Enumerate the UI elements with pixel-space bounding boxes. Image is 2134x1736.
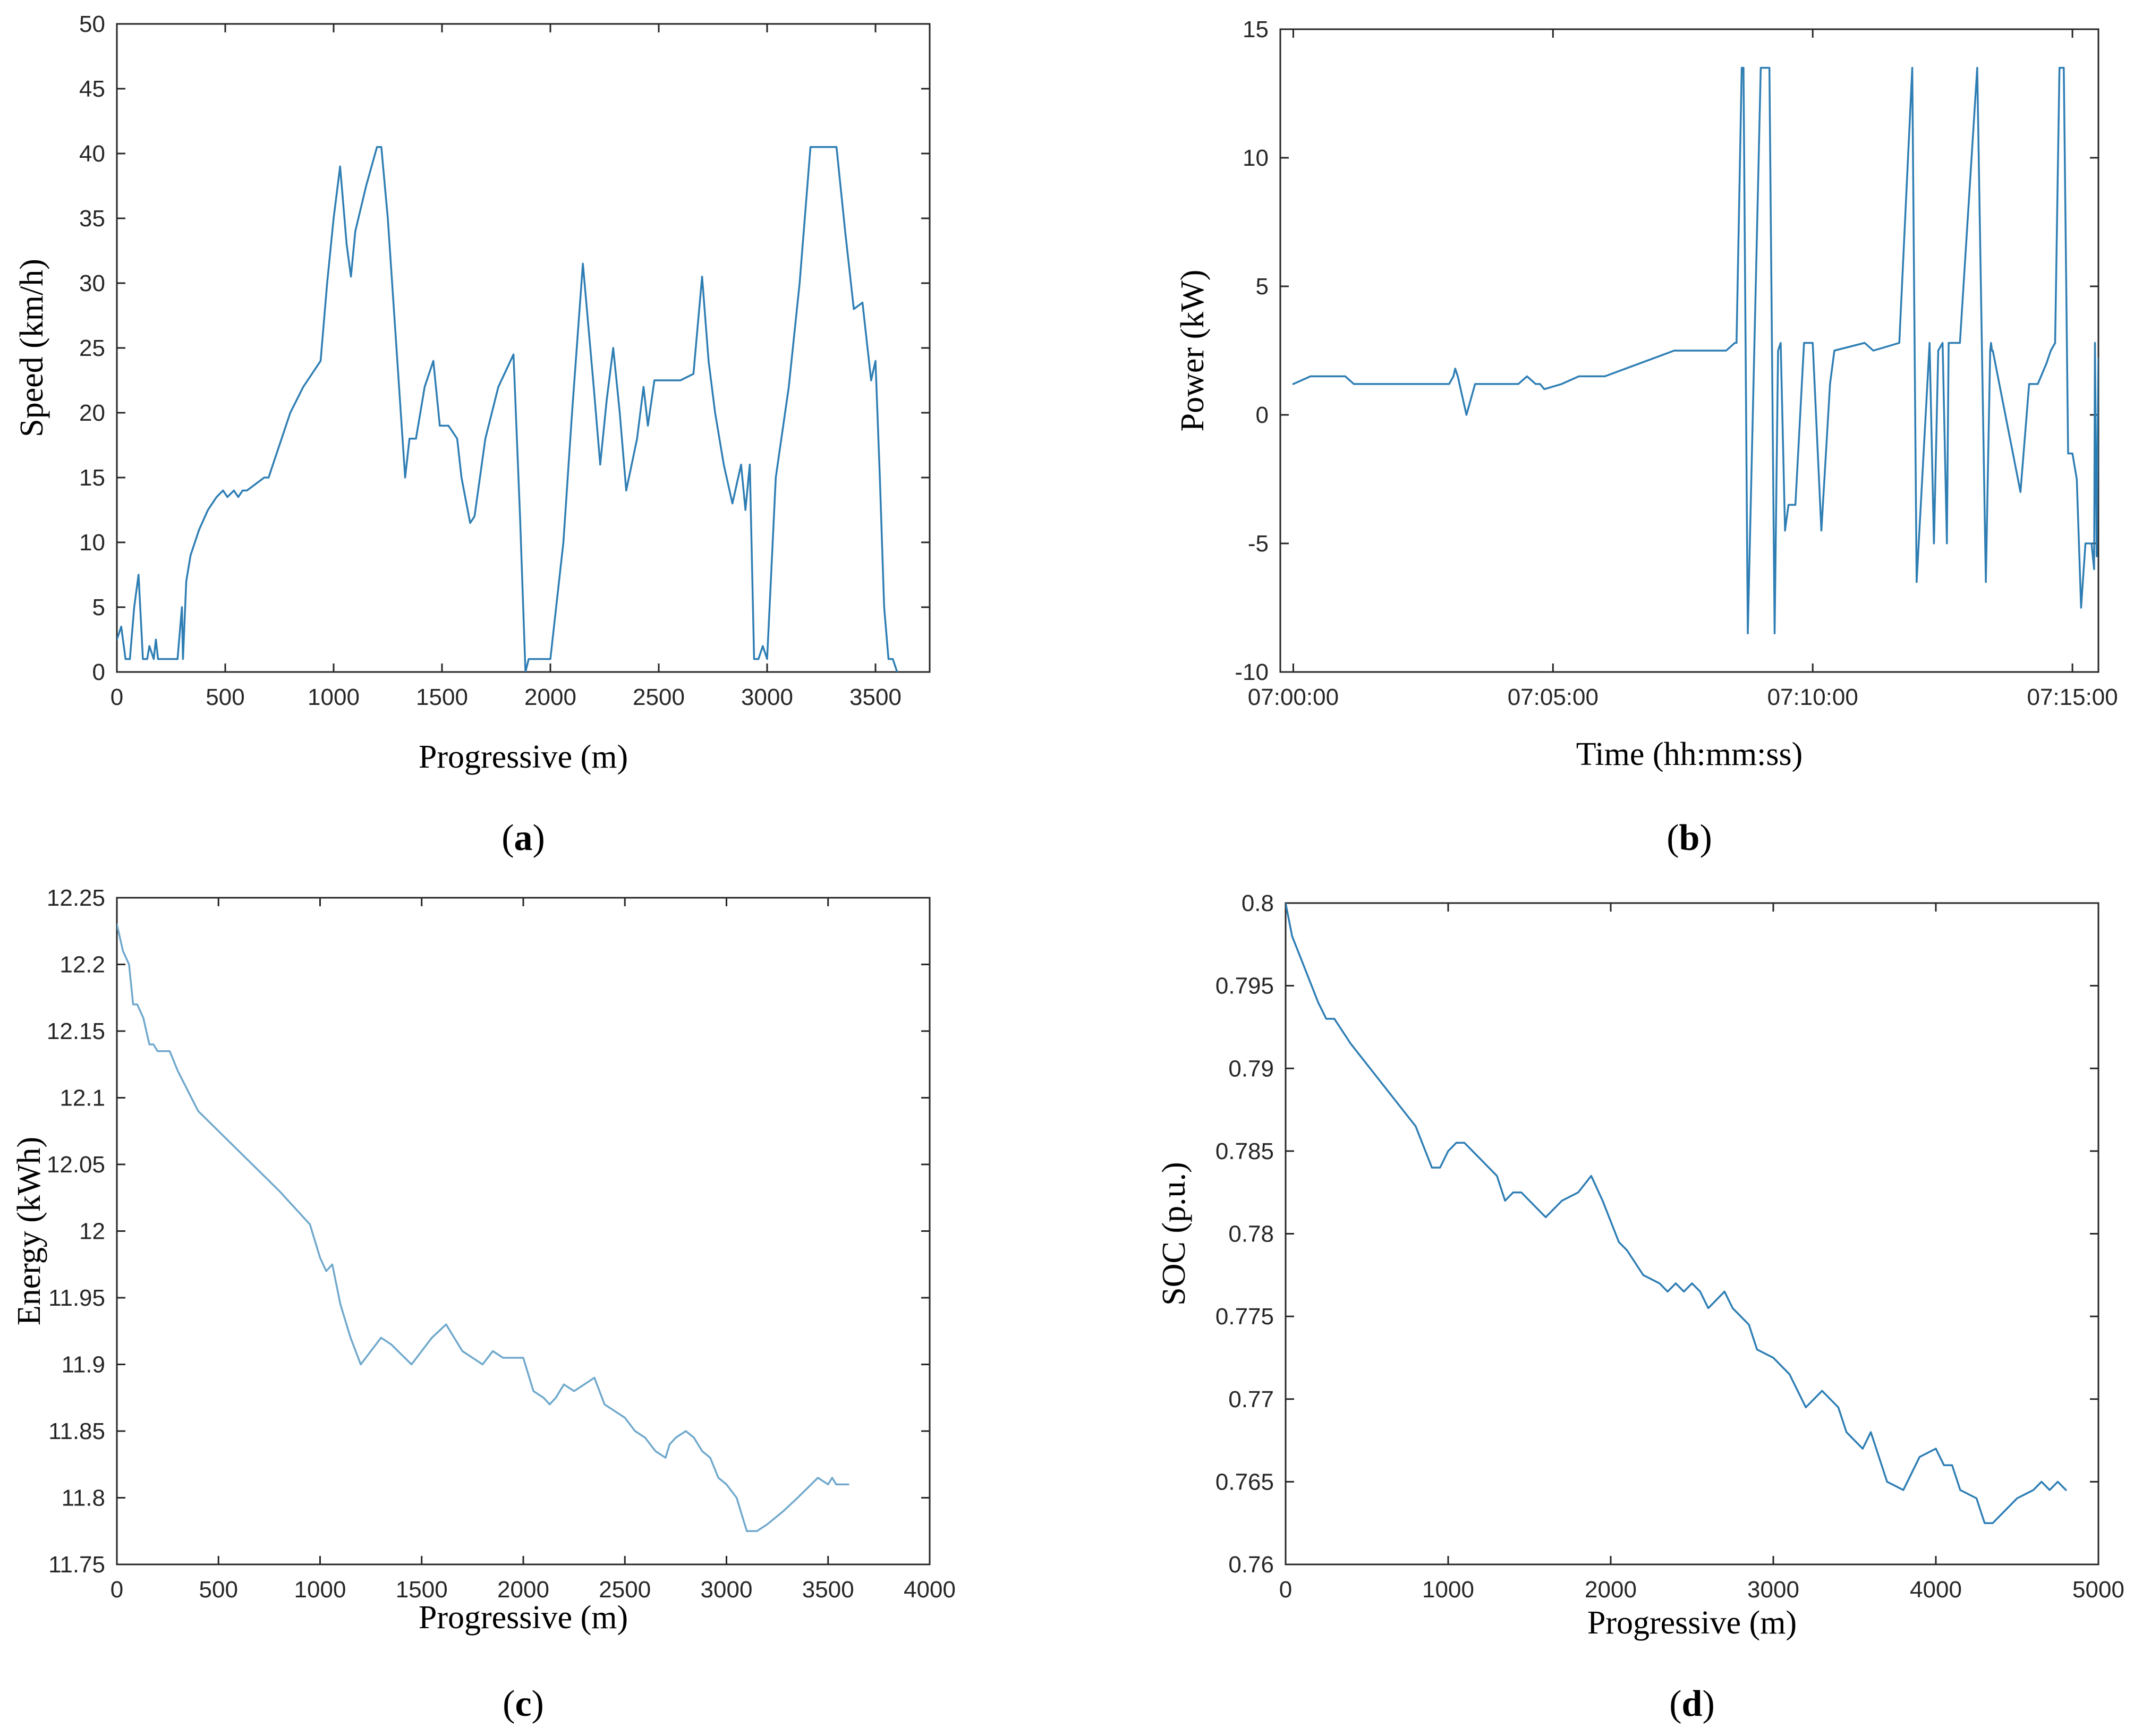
y-tick-label: 11.75 bbox=[48, 1552, 105, 1578]
y-axis-title: Speed (km/h) bbox=[14, 259, 50, 437]
panel-label-letter: b bbox=[1679, 818, 1700, 858]
y-tick-label: 0.765 bbox=[1215, 1469, 1274, 1495]
y-tick-label: 10 bbox=[79, 530, 105, 556]
panel-label-letter: c bbox=[515, 1683, 531, 1724]
x-tick-label: 3000 bbox=[1747, 1577, 1799, 1603]
y-tick-label: 15 bbox=[1243, 16, 1269, 42]
x-tick-label: 3500 bbox=[802, 1577, 854, 1603]
chart-panel-b: 07:00:00 07:05:00 07:10:00 07:15:00 -10 -5 0 5 1… bbox=[1175, 16, 2118, 858]
x-tick-label: 2000 bbox=[497, 1577, 549, 1603]
y-tick-label: 11.8 bbox=[62, 1485, 105, 1511]
y-tick-label: 35 bbox=[79, 206, 105, 232]
y-tick-label: 12.15 bbox=[47, 1018, 105, 1044]
y-tick-label: 12.05 bbox=[47, 1152, 105, 1178]
x-tick-label: 500 bbox=[206, 684, 244, 710]
y-tick-label: 0.775 bbox=[1215, 1304, 1274, 1330]
y-tick-label: 0.76 bbox=[1228, 1552, 1274, 1578]
x-tick-label: 07:10:00 bbox=[1767, 684, 1858, 710]
x-tick-label: 0 bbox=[110, 684, 123, 710]
x-tick-label: 500 bbox=[199, 1577, 238, 1603]
x-tick-label: 3000 bbox=[741, 684, 793, 710]
y-tick-label: 15 bbox=[79, 465, 105, 491]
y-axis-title: SOC (p.u.) bbox=[1156, 1162, 1192, 1305]
panel-label-letter: a bbox=[514, 818, 533, 858]
x-tick-label: 1000 bbox=[308, 684, 360, 710]
y-tick-label: 0.785 bbox=[1215, 1138, 1274, 1164]
x-tick-label: 07:05:00 bbox=[1508, 684, 1599, 710]
x-tick-label: 3500 bbox=[849, 684, 902, 710]
y-tick-label: 11.9 bbox=[62, 1352, 105, 1378]
series-line-d-soc bbox=[1286, 903, 2067, 1524]
y-tick-label: 0 bbox=[1256, 402, 1269, 428]
x-tick-label: 07:15:00 bbox=[2027, 684, 2118, 710]
y-tick-label: 0 bbox=[92, 659, 105, 685]
x-tick-label: 3000 bbox=[701, 1577, 753, 1603]
y-tick-label: 11.95 bbox=[48, 1285, 105, 1311]
y-tick-label: 12 bbox=[79, 1219, 105, 1245]
x-tick-label: 0 bbox=[110, 1577, 123, 1603]
chart-panel-a: 0 500 1000 1500 2000 2500 3000 3500 0 5 10 15 20 25 30… bbox=[14, 11, 931, 858]
plot-area-c bbox=[116, 897, 931, 1565]
y-tick-label: 12.25 bbox=[47, 885, 105, 911]
x-tick-label: 1500 bbox=[396, 1577, 448, 1603]
x-tick-label: 07:00:00 bbox=[1248, 684, 1339, 710]
y-tick-label: 50 bbox=[79, 11, 105, 37]
chart-panel-d: 0 1000 2000 3000 4000 5000 0.76 0.765 0.77 0.775 0… bbox=[1156, 890, 2124, 1724]
y-tick-label: 12.2 bbox=[59, 952, 105, 978]
panel-label-letter: d bbox=[1682, 1683, 1703, 1724]
x-tick-label: 4000 bbox=[1910, 1577, 1962, 1603]
y-tick-label: 12.1 bbox=[59, 1085, 105, 1111]
y-tick-label: 25 bbox=[79, 335, 105, 361]
plot-area-a bbox=[116, 23, 931, 673]
x-tick-label: 2500 bbox=[633, 684, 685, 710]
x-axis-title: Progressive (m) bbox=[1587, 1605, 1797, 1641]
x-tick-label: 4000 bbox=[904, 1577, 956, 1603]
x-tick-label: 1500 bbox=[416, 684, 468, 710]
chart-panel-c: 0 500 1000 1500 2000 2500 3000 3500 4000 11.75 11.… bbox=[11, 885, 956, 1724]
x-tick-label: 5000 bbox=[2072, 1577, 2124, 1603]
x-axis-title: Progressive (m) bbox=[419, 1599, 628, 1636]
y-tick-label: 20 bbox=[79, 400, 105, 426]
panel-label-a: (a) bbox=[501, 818, 545, 858]
x-axis-title: Time (hh:mm:ss) bbox=[1576, 736, 1803, 772]
x-tick-label: 0 bbox=[1279, 1577, 1292, 1603]
y-tick-label: 0.77 bbox=[1228, 1386, 1274, 1412]
y-tick-label: -10 bbox=[1235, 659, 1269, 685]
panel-label-d: (d) bbox=[1669, 1683, 1715, 1724]
y-tick-label: 11.85 bbox=[48, 1418, 105, 1444]
x-tick-label: 2000 bbox=[524, 684, 576, 710]
y-axis-title: Energy (kWh) bbox=[11, 1137, 47, 1325]
y-tick-label: -5 bbox=[1248, 531, 1269, 557]
y-tick-label: 40 bbox=[79, 141, 105, 167]
y-axis-title: Power (kW) bbox=[1175, 270, 1211, 432]
y-tick-label: 0.8 bbox=[1242, 890, 1274, 916]
x-axis-title: Progressive (m) bbox=[419, 739, 628, 775]
y-tick-label: 10 bbox=[1243, 145, 1269, 171]
x-tick-label: 2000 bbox=[1585, 1577, 1637, 1603]
y-tick-label: 30 bbox=[79, 270, 105, 296]
x-tick-label: 2500 bbox=[599, 1577, 651, 1603]
series-line-b-power bbox=[1292, 66, 2098, 635]
series-line-c-energy bbox=[117, 923, 849, 1532]
plot-area-d bbox=[1285, 902, 2099, 1565]
y-tick-label: 0.79 bbox=[1228, 1056, 1274, 1082]
y-tick-label: 0.795 bbox=[1215, 973, 1274, 999]
y-tick-label: 45 bbox=[79, 76, 105, 102]
panel-label-b: (b) bbox=[1667, 818, 1712, 858]
y-tick-label: 5 bbox=[92, 594, 105, 620]
y-tick-label: 5 bbox=[1256, 274, 1269, 300]
x-tick-label: 1000 bbox=[1422, 1577, 1474, 1603]
y-tick-label: 0.78 bbox=[1228, 1221, 1274, 1247]
series-line-a-speed bbox=[117, 146, 898, 672]
x-tick-label: 1000 bbox=[294, 1577, 346, 1603]
panel-label-c: (c) bbox=[503, 1683, 544, 1724]
